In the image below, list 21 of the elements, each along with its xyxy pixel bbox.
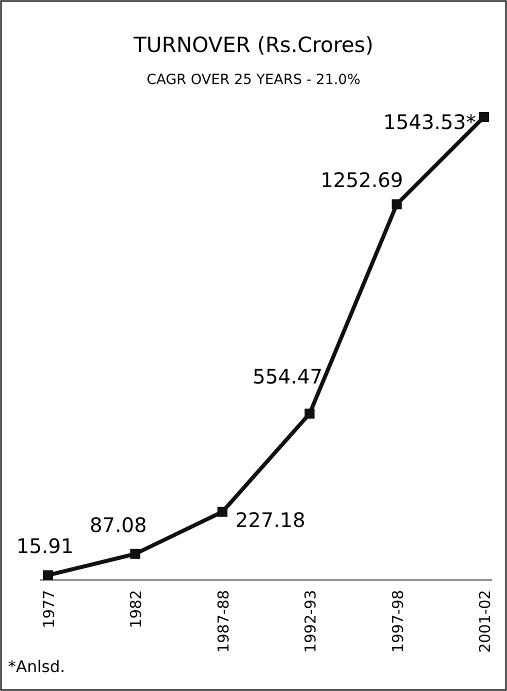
point bbox=[479, 112, 489, 122]
x-tick-label: 1982 bbox=[127, 590, 146, 628]
x-tick-label: 1997-98 bbox=[388, 590, 407, 653]
point bbox=[392, 199, 402, 210]
data-label: 1543.53* bbox=[383, 110, 476, 134]
chart-subtitle: CAGR OVER 25 YEARS - 21.0% bbox=[146, 72, 360, 88]
x-tick-label: 1992-93 bbox=[302, 590, 320, 653]
point bbox=[217, 506, 228, 517]
x-tick-label: 1987-88 bbox=[214, 590, 232, 653]
point bbox=[304, 408, 315, 419]
x-tick-label: 2001-02 bbox=[476, 590, 494, 653]
data-label: 227.18 bbox=[235, 508, 306, 532]
x-tick-label: 1977 bbox=[40, 590, 58, 628]
data-label: 15.91 bbox=[16, 534, 74, 558]
point bbox=[130, 548, 140, 559]
data-label: 554.47 bbox=[252, 364, 323, 389]
chart-title: TURNOVER (Rs.Crores) bbox=[132, 33, 374, 57]
text: *Anlsd. bbox=[8, 657, 66, 676]
data-label: 1252.69 bbox=[320, 168, 404, 192]
data-label: 87.08 bbox=[90, 512, 147, 537]
point bbox=[43, 570, 53, 580]
